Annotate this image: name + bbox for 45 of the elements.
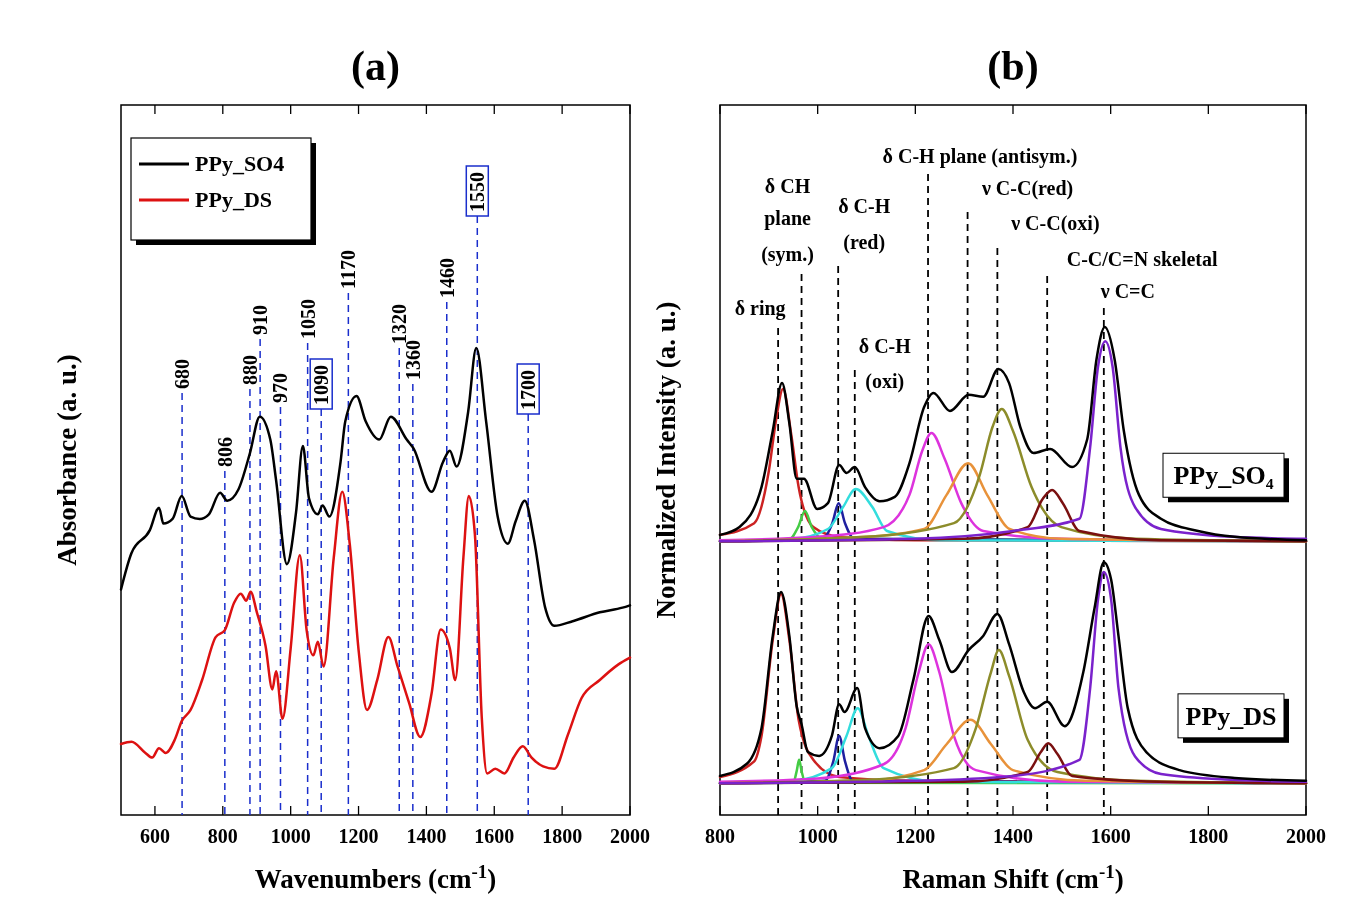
x-axis-title: Raman Shift (cm$^{-1}$) <box>902 860 1124 894</box>
ref-line-label: 910 <box>249 305 272 335</box>
ref-line-label: δ C-H (red) <box>838 195 891 254</box>
x-tick-label: 2000 <box>610 825 650 847</box>
legend-label: PPy_SO4 <box>195 151 285 176</box>
y-axis-title: Absorbance (a. u.) <box>52 354 82 566</box>
ref-line-label: ν C-C(red) <box>980 177 1074 200</box>
ref-line-label: δ C-H plane (antisym.) <box>882 145 1078 168</box>
series-label: PPy_SO₄ <box>1173 461 1274 491</box>
ref-line-label: 1700 <box>517 370 540 410</box>
ref-line-label: δ C-H (oxi) <box>858 335 912 393</box>
ref-line-label: C-C/C=N skeletal <box>1066 248 1219 270</box>
x-tick-label: 1600 <box>474 825 515 847</box>
x-tick-label: 1800 <box>542 825 583 847</box>
x-tick-label: 1800 <box>1188 825 1229 847</box>
ref-line-label: δ CH plane (sym.) <box>761 175 814 266</box>
ref-line-label: ν C=C <box>1099 280 1155 302</box>
x-axis-title: Wavenumbers (cm$^{-1}$) <box>254 860 497 894</box>
series-label: PPy_DS <box>1185 701 1277 731</box>
chart-title: (a) <box>351 43 400 90</box>
x-tick-label: 800 <box>207 825 238 847</box>
x-tick-label: 1400 <box>993 825 1033 847</box>
ref-line-label: 880 <box>238 355 261 385</box>
x-tick-label: 800 <box>705 825 735 847</box>
y-axis-title: Normalized Intensity (a. u.) <box>651 301 681 619</box>
ref-line-label: 1550 <box>466 172 489 212</box>
ref-line-label: 806 <box>213 437 236 467</box>
legend-label: PPy_DS <box>195 187 272 212</box>
ref-line-label: 680 <box>171 359 194 389</box>
x-tick-label: 1400 <box>406 825 447 847</box>
x-tick-label: 600 <box>139 825 170 847</box>
ref-line-label: δ ring <box>734 297 786 320</box>
chart-title: (b) <box>987 43 1039 90</box>
ref-line-label: 970 <box>269 373 292 403</box>
ref-line-label: 1170 <box>337 250 360 289</box>
x-tick-label: 1000 <box>797 825 838 847</box>
ref-line-label: ν C-C(oxi) <box>1010 212 1100 235</box>
x-tick-label: 1200 <box>895 825 936 847</box>
x-tick-label: 1000 <box>270 825 311 847</box>
x-tick-label: 1200 <box>338 825 379 847</box>
ref-line-label: 1050 <box>296 299 319 339</box>
ref-line-label: 1090 <box>310 365 333 405</box>
x-tick-label: 1600 <box>1090 825 1131 847</box>
x-tick-label: 2000 <box>1286 825 1326 847</box>
ref-line-label: 1460 <box>435 258 458 298</box>
